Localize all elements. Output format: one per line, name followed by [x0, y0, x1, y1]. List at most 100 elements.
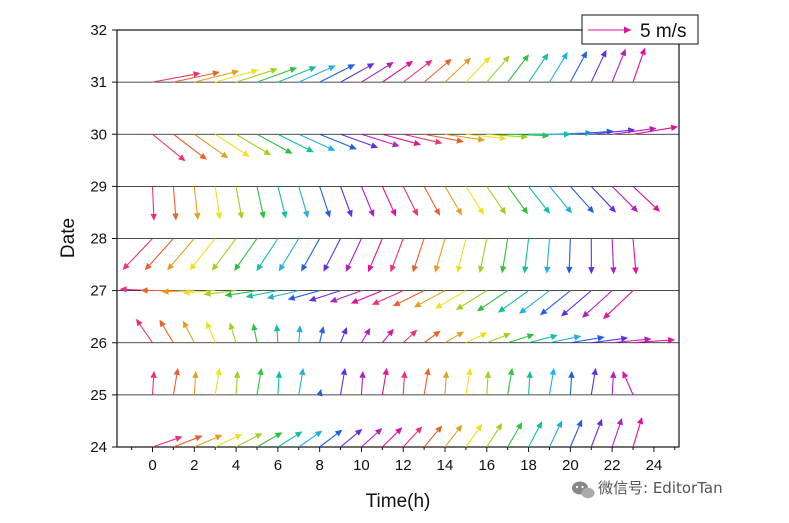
wind-arrow-head: [455, 265, 463, 273]
wind-arrow: [277, 133, 308, 150]
wind-arrow-head: [466, 367, 473, 376]
wind-arrow: [360, 186, 372, 211]
wind-arrow: [569, 377, 572, 395]
wind-arrow: [361, 432, 378, 448]
wind-arrow-head: [560, 309, 569, 317]
wind-arrow-head: [284, 147, 293, 154]
wind-arrow-head: [273, 324, 281, 332]
wind-arrow-head: [193, 71, 201, 78]
wind-arrow-head: [411, 264, 419, 273]
wind-arrow-head: [497, 305, 506, 313]
wind-arrow: [340, 374, 345, 395]
wind-arrow-head: [281, 210, 288, 219]
wind-arrow-head: [413, 139, 422, 147]
wind-arrow: [214, 436, 237, 448]
wind-arrow-head: [368, 209, 375, 217]
wind-arrow: [423, 374, 429, 395]
wind-arrow: [319, 133, 351, 148]
wind-arrow: [214, 133, 245, 154]
wind-arrow-head: [522, 54, 530, 62]
wind-arrow-head: [308, 295, 317, 302]
wind-arrow: [440, 290, 467, 306]
wind-arrow-head: [475, 423, 483, 432]
wind-arrow: [507, 374, 512, 395]
wind-arrow-head: [620, 335, 629, 343]
wind-arrow-head: [144, 262, 152, 271]
wind-arrow-head: [433, 330, 441, 338]
wind-arrow-head: [278, 263, 286, 272]
x-tick-label: 20: [562, 457, 579, 474]
wind-arrow: [607, 290, 634, 315]
wind-arrow: [480, 238, 488, 267]
wind-arrow-head: [503, 332, 511, 339]
wind-arrow: [486, 377, 489, 395]
x-tick-label: 4: [232, 457, 240, 474]
x-tick-label: 2: [190, 457, 198, 474]
wind-arrow-head: [211, 263, 219, 271]
wind-arrow: [235, 70, 272, 83]
wind-arrow: [444, 133, 479, 140]
wind-arrow: [149, 238, 174, 266]
wind-arrow-head: [340, 367, 348, 376]
wind-arrow-head: [603, 311, 611, 320]
wind-arrow-head: [302, 210, 310, 219]
wind-arrow-head: [522, 266, 529, 274]
wind-arrow: [340, 66, 369, 83]
wind-arrow-head: [296, 325, 303, 333]
wind-arrow: [162, 325, 174, 344]
wind-arrow: [319, 186, 329, 212]
wind-arrow: [298, 434, 317, 448]
wind-arrow: [256, 133, 287, 151]
wind-arrow-head: [323, 264, 330, 272]
wind-arrow: [402, 186, 416, 211]
wind-arrow: [173, 437, 197, 448]
wind-arrow-head: [639, 47, 646, 56]
wind-arrow: [402, 63, 428, 83]
wind-arrow-head: [502, 55, 510, 63]
wind-arrow-head: [174, 435, 183, 442]
wind-arrow: [507, 186, 525, 209]
wind-arrow: [611, 238, 614, 268]
wind-arrow-head: [636, 417, 644, 425]
wind-arrow-head: [600, 49, 607, 58]
wind-arrow-head: [556, 420, 563, 429]
gridlines: [117, 81, 679, 396]
wind-arrow: [152, 133, 181, 158]
x-tick-label: 14: [437, 457, 454, 474]
wind-arrow: [193, 186, 198, 214]
wind-arrow: [172, 186, 177, 214]
wind-arrow-head: [566, 266, 573, 274]
wind-arrow-head: [606, 128, 614, 135]
wind-arrow: [193, 238, 216, 266]
wind-arrow: [528, 58, 545, 83]
wind-arrow-head: [203, 290, 211, 297]
wind-arrow-head: [367, 264, 374, 273]
wind-arrow: [298, 186, 307, 212]
wind-arrow-head: [294, 431, 303, 438]
wind-arrow: [624, 377, 634, 396]
wind-arrow-head: [596, 418, 603, 427]
wind-arrow: [215, 238, 237, 266]
wind-arrow: [189, 290, 216, 294]
wind-arrow-head: [507, 367, 515, 376]
wind-arrow: [304, 238, 321, 266]
wind-arrow: [465, 334, 482, 344]
wind-arrow: [173, 72, 214, 83]
wind-arrow: [214, 186, 220, 213]
wind-arrow-head: [392, 141, 400, 148]
wind-arrow-head: [329, 296, 338, 303]
x-tick-label: 16: [478, 457, 495, 474]
wind-arrow-head: [250, 68, 259, 75]
wind-arrow-head: [444, 58, 452, 66]
wind-arrow: [377, 290, 404, 303]
wind-arrow-head: [345, 264, 352, 272]
wind-arrow-head: [259, 211, 266, 219]
wind-arrow-head: [194, 435, 203, 442]
wind-arrow-head: [568, 370, 575, 379]
wind-arrow: [570, 131, 607, 135]
y-tick-label: 29: [90, 178, 107, 195]
wind-arrow-head: [627, 127, 636, 134]
wind-arrow: [458, 238, 467, 267]
wind-arrow: [185, 326, 195, 344]
wind-arrow-head: [159, 319, 166, 328]
